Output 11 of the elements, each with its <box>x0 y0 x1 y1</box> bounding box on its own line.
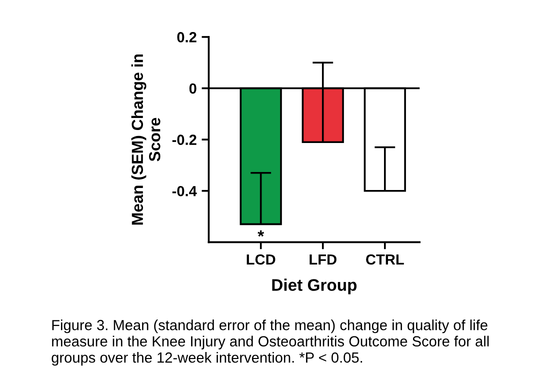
annotation: * <box>258 230 264 237</box>
x-tick-label: LCD <box>246 254 276 265</box>
x-tick-label: CTRL <box>366 254 404 265</box>
x-axis-title: Diet Group <box>272 278 357 294</box>
y-axis-title: Mean (SEM) Change in Score <box>131 54 160 225</box>
y-tick-label: -0.2 <box>172 134 196 145</box>
caption: Figure 3. Mean (standard error of the mean) change in quality of life measure in the Knee Injury and Osteoarthritis Outcome Score for all groups over the 12-week intervention. *P < 0.05. <box>52 320 489 366</box>
x-tick-label: LFD <box>310 254 336 265</box>
y-tick-label: -0.4 <box>172 186 197 196</box>
y-tick-label: 0 <box>189 83 196 94</box>
y-tick-label: 0.2 <box>177 32 196 42</box>
